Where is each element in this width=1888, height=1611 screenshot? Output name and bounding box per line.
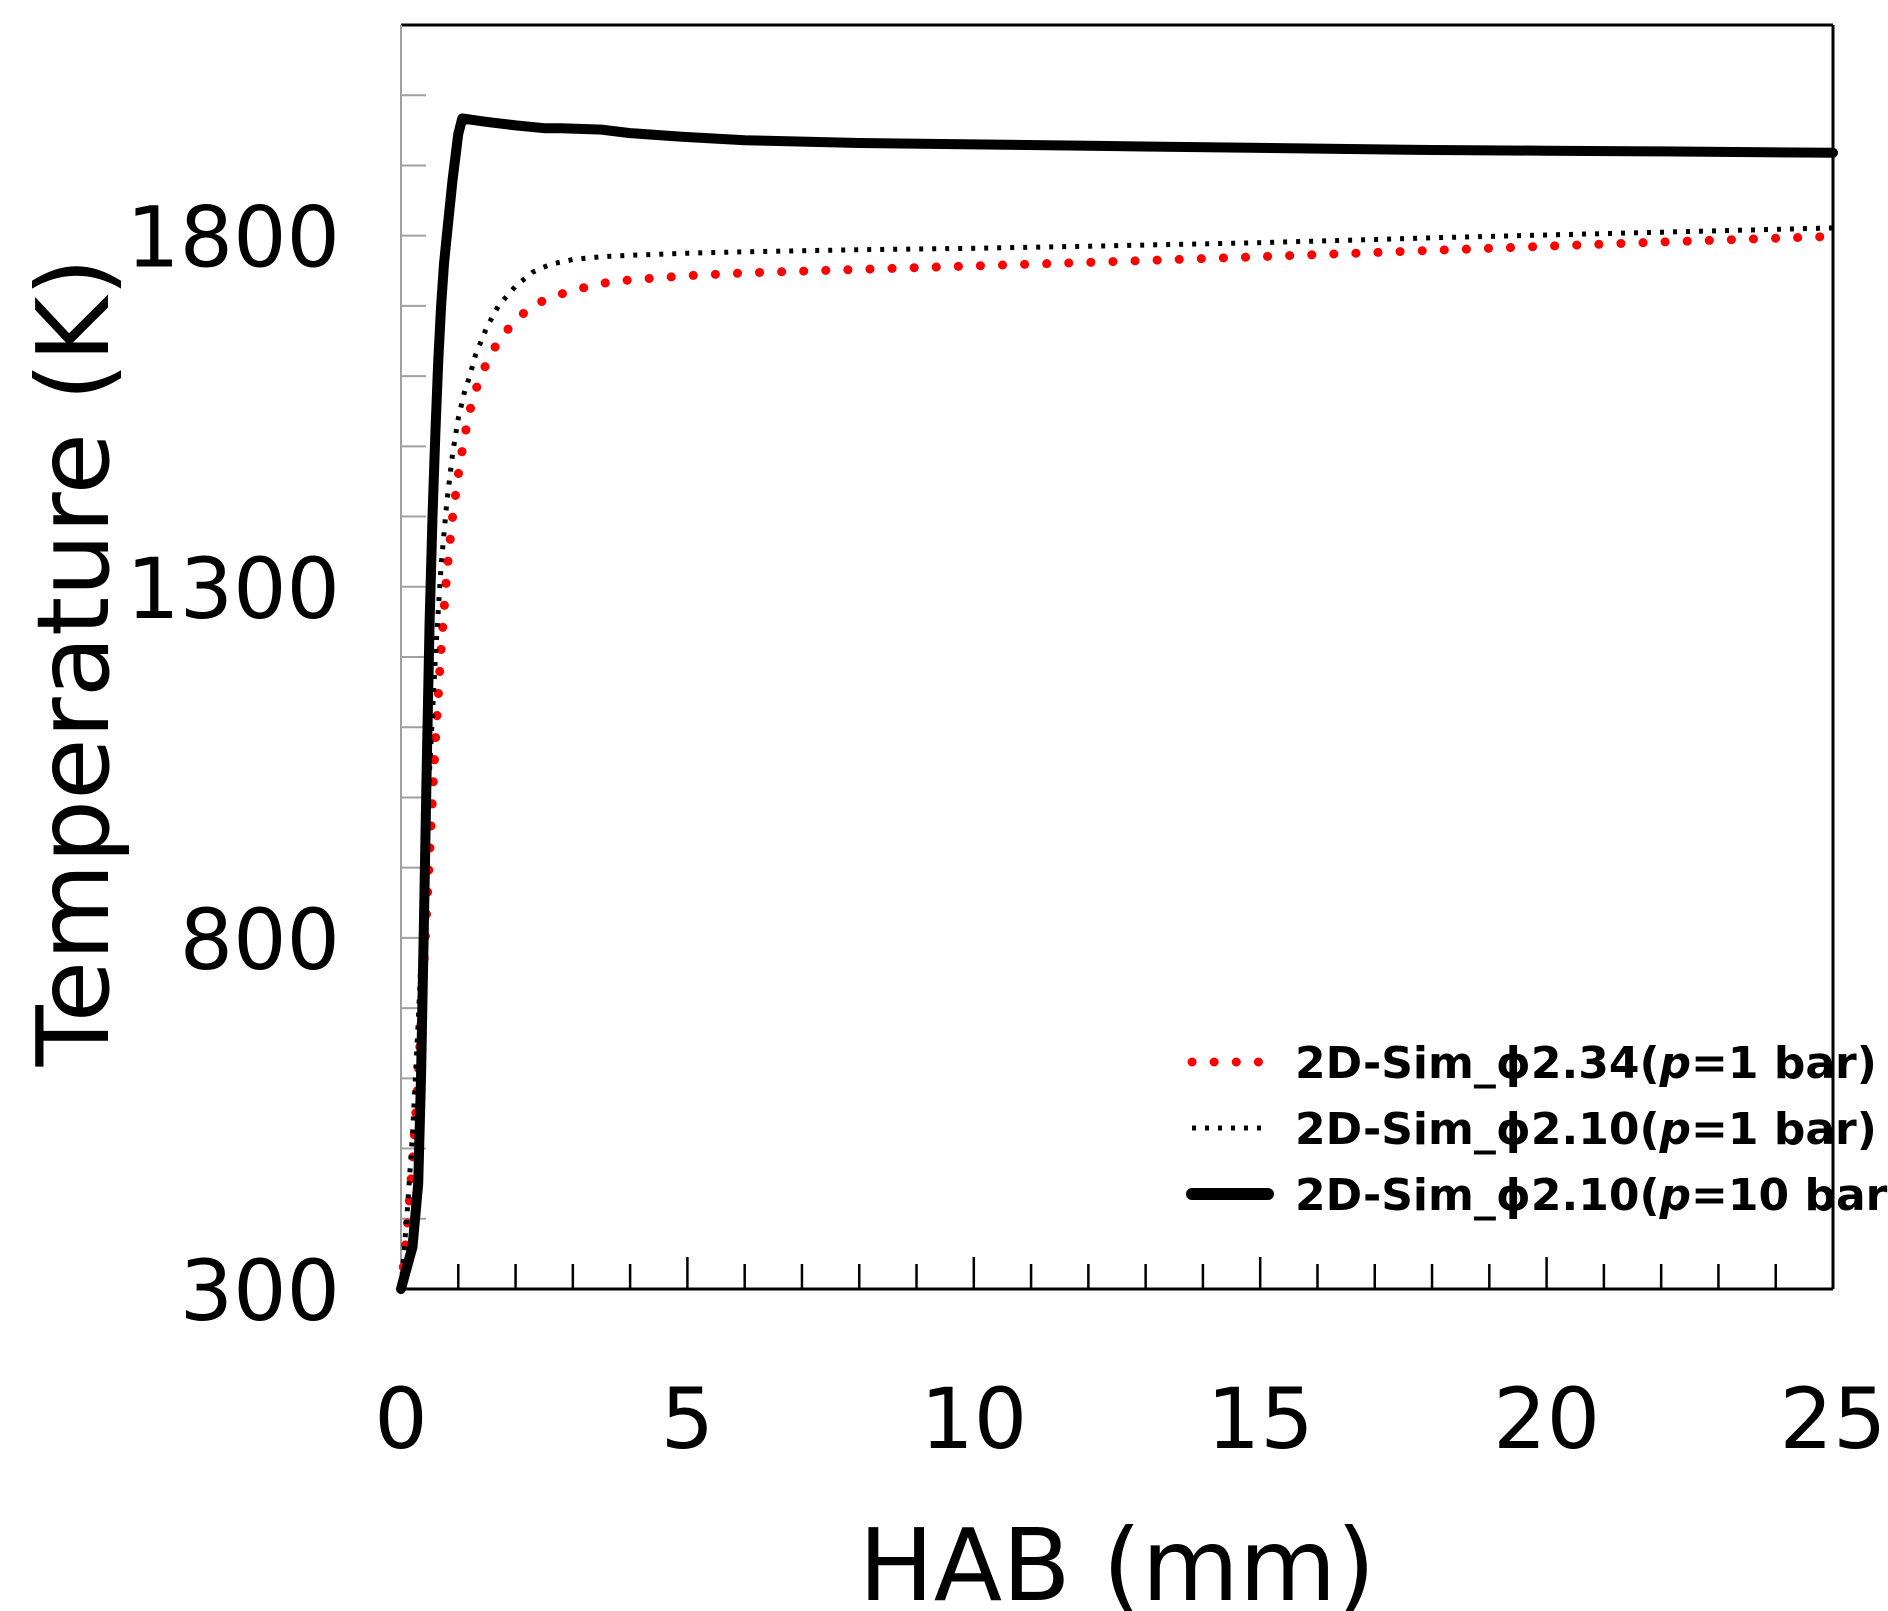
- y-tick-label: 1300: [126, 540, 340, 638]
- legend: 2D-Sim_ϕ2.34(p=1 bar) 2D-Sim_ϕ2.10(p=1 ba…: [1186, 1038, 1888, 1221]
- series-phi-2-34-1bar: [396, 231, 1838, 1294]
- x-axis-tick-labels: 0 5 10 15 20 25: [374, 1370, 1886, 1468]
- x-axis-title: HAB (mm): [859, 1507, 1376, 1611]
- y-axis-tick-labels: 300 800 1300 1800: [126, 189, 340, 1340]
- plot-frame: [400, 23, 1835, 1291]
- x-tick-label: 10: [920, 1370, 1027, 1468]
- x-tick-label: 20: [1493, 1370, 1600, 1468]
- legend-label: 2D-Sim_ϕ2.34(p=1 bar): [1295, 1038, 1877, 1089]
- legend-label: 2D-Sim_ϕ2.10(p=10 bar): [1295, 1170, 1888, 1221]
- x-tick-label: 25: [1780, 1370, 1887, 1468]
- legend-label: 2D-Sim_ϕ2.10(p=1 bar): [1295, 1104, 1877, 1155]
- x-axis-ticks: [457, 1257, 1777, 1289]
- x-tick-label: 5: [661, 1370, 714, 1468]
- y-tick-label: 800: [180, 891, 340, 989]
- y-tick-label: 1800: [126, 189, 340, 287]
- y-tick-label: 300: [180, 1242, 340, 1340]
- x-tick-label: 15: [1207, 1370, 1314, 1468]
- x-tick-label: 0: [374, 1370, 427, 1468]
- series-layer: [396, 113, 1838, 1294]
- series-phi-2-10-10bar: [396, 113, 1838, 1294]
- y-axis-title: Temperature (K): [15, 258, 132, 1068]
